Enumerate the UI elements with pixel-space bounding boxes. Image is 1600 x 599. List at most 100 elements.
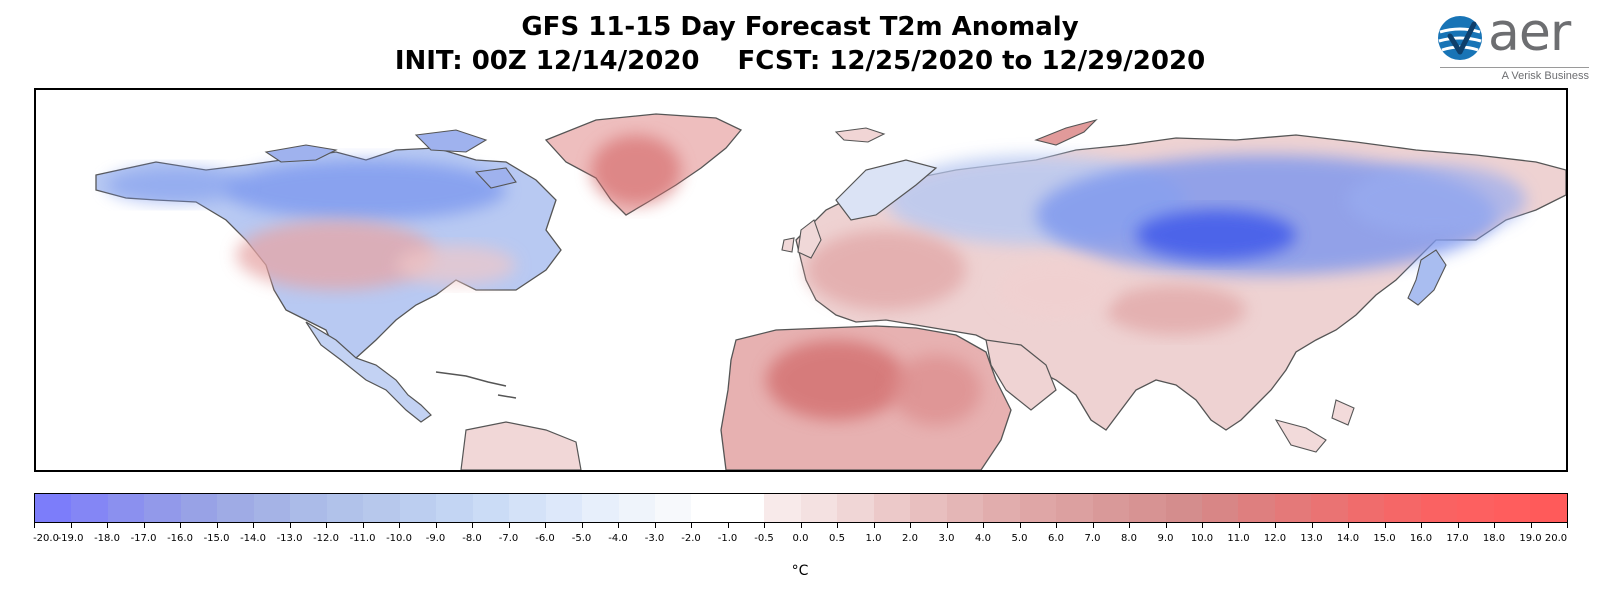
colorbar-tick-label: -8.0 (462, 533, 482, 544)
colorbar-segment (1202, 494, 1239, 522)
colorbar-unit: °C (791, 563, 809, 579)
colorbar-tick (654, 523, 656, 528)
colorbar-tick-label: -17.0 (130, 533, 157, 544)
colorbar-tick-label: 10.0 (1190, 533, 1214, 544)
colorbar-tick (362, 523, 364, 528)
colorbar-tick (143, 523, 145, 528)
colorbar-segment (654, 494, 692, 522)
colorbar-ticks: -20.0 -19.0 -18.0 -17.0 -16.0 -15.0 -14.0 -13.0… (33, 523, 1568, 549)
colorbar-segment (1530, 494, 1567, 522)
colorbar-segment (1493, 494, 1531, 522)
colorbar-tick (1384, 523, 1386, 528)
colorbar-segment (436, 494, 473, 522)
colorbar-tick-label: -15.0 (203, 533, 230, 544)
british-isles (781, 219, 822, 259)
colorbar-tick (399, 523, 400, 528)
colorbar-segment (472, 494, 510, 522)
mexico-landmass (305, 321, 432, 423)
colorbar-tick-label: -1.0 (717, 533, 738, 544)
south-america-landmass (460, 421, 582, 470)
colorbar-tick (180, 523, 181, 528)
colorbar-tick-label: -0.5 (754, 533, 774, 544)
colorbar-tick-label: 11.0 (1227, 533, 1250, 544)
colorbar-tick-label: 6.0 (1048, 533, 1064, 544)
colorbar-segment (1165, 494, 1202, 522)
colorbar-segment (1019, 494, 1057, 522)
colorbar-tick (1129, 523, 1130, 528)
anomaly-map-canvas (95, 113, 1566, 470)
colorbar-tick (289, 523, 291, 528)
caribbean-islands (435, 371, 517, 399)
colorbar-tick-label: -18.0 (94, 533, 120, 544)
colorbar-segment (363, 494, 400, 522)
colorbar-segment (618, 494, 655, 522)
colorbar-tick-label: -6.0 (535, 533, 555, 544)
colorbar-segment (764, 494, 801, 522)
colorbar-segment (144, 494, 181, 522)
colorbar-tick (618, 523, 619, 528)
colorbar-tick-label: -9.0 (425, 533, 446, 544)
colorbar-segment (1384, 494, 1421, 522)
colorbar-tick-label: 14.0 (1336, 533, 1360, 544)
colorbar-segment (946, 494, 984, 522)
colorbar-segment (107, 494, 145, 522)
colorbar-tick (800, 523, 802, 528)
colorbar-tick-label: 0.0 (792, 533, 809, 544)
forecast-period: FCST: 12/25/2020 to 12/29/2020 (737, 46, 1206, 76)
colorbar-tick-label: -13.0 (276, 533, 303, 544)
colorbar-tick (1494, 523, 1495, 528)
colorbar-tick-label: 1.0 (865, 533, 882, 544)
colorbar-tick (1056, 523, 1057, 528)
colorbar-tick-label: 4.0 (975, 533, 991, 544)
colorbar-tick (70, 523, 72, 528)
colorbar-tick (1019, 523, 1021, 528)
colorbar-tick-label: -12.0 (313, 533, 339, 544)
colorbar-segment (545, 494, 583, 522)
southeast-asia-islands (1274, 399, 1355, 453)
colorbar-tick-label: -14.0 (240, 533, 266, 544)
colorbar-tick-label: 16.0 (1409, 533, 1433, 544)
colorbar-tick-label: 5.0 (1011, 533, 1028, 544)
colorbar-segment (326, 494, 364, 522)
colorbar-tick (1567, 523, 1568, 528)
colorbar-tick-label: 0.5 (829, 533, 845, 544)
colorbar-tick (1421, 523, 1422, 528)
colorbar-tick-label: -5.0 (571, 533, 592, 544)
logo-divider (1440, 67, 1589, 68)
colorbar-segment (727, 494, 765, 522)
colorbar-tick-label: 7.0 (1084, 533, 1101, 544)
colorbar-segment (837, 494, 874, 522)
colorbar-segment (217, 494, 254, 522)
colorbar-tick-label: 18.0 (1482, 533, 1506, 544)
logo-wordmark: aer (1488, 3, 1571, 63)
colorbar-tick-label: -11.0 (349, 533, 376, 544)
colorbar-tick-label: 2.0 (902, 533, 918, 544)
colorbar-tick-label: -7.0 (498, 533, 519, 544)
colorbar-tick (1202, 523, 1203, 528)
colorbar-tick-label: 9.0 (1157, 533, 1174, 544)
colorbar-tick (837, 523, 838, 528)
colorbar-tick (764, 523, 765, 528)
colorbar-tick (1092, 523, 1094, 528)
colorbar-tick (326, 523, 327, 528)
colorbar-segment (290, 494, 327, 522)
colorbar-tick (581, 523, 583, 528)
colorbar-tick (910, 523, 911, 528)
colorbar-tick-label: -3.0 (644, 533, 665, 544)
colorbar-tick (435, 523, 437, 528)
colorbar-tick (34, 523, 35, 528)
colorbar-segment (1129, 494, 1166, 522)
colorbar-tick-label: -4.0 (608, 533, 628, 544)
colorbar-segment (1420, 494, 1458, 522)
chart-title: GFS 11-15 Day Forecast T2m Anomaly (521, 12, 1079, 42)
colorbar-tick (727, 523, 729, 528)
colorbar-segment (1347, 494, 1385, 522)
colorbar-segment (35, 494, 72, 522)
colorbar-segment (399, 494, 437, 522)
colorbar-segment (71, 494, 108, 522)
colorbar-tick (946, 523, 948, 528)
anomaly-map (34, 88, 1568, 472)
japan-landmass (1407, 249, 1447, 306)
colorbar (34, 493, 1568, 523)
arctic-islands (264, 129, 517, 189)
